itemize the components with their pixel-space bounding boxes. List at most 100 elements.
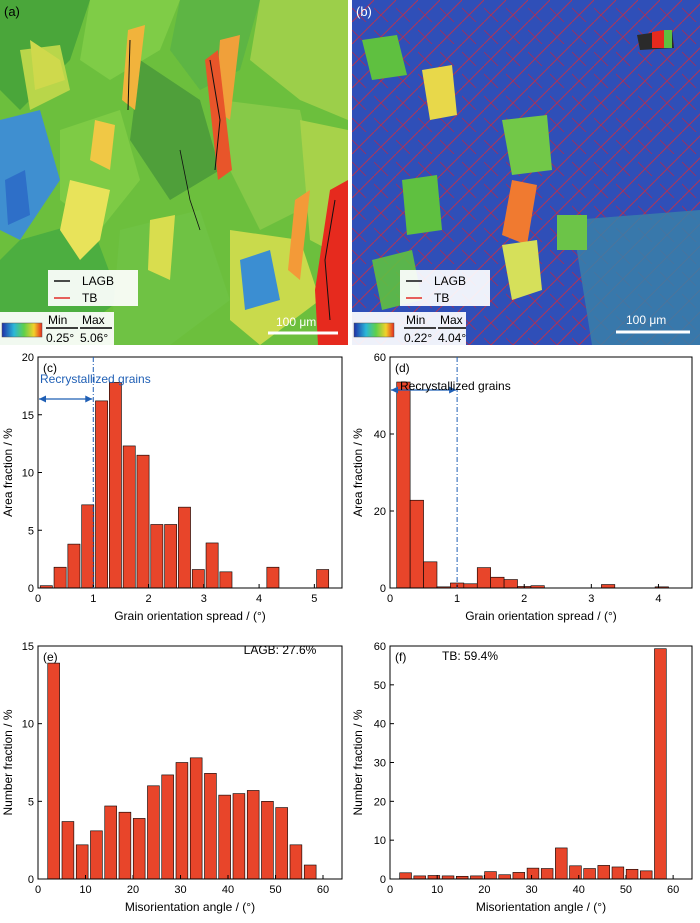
xtick-label-e-4: 40 (222, 884, 234, 896)
bar-e-1 (61, 821, 75, 880)
xtick-label-c-5: 5 (311, 593, 317, 605)
legend-tb-label-a: TB (82, 291, 97, 305)
bar-d-2 (423, 561, 438, 589)
ytick-label-c-2: 10 (22, 468, 34, 480)
bar-f-13 (583, 868, 596, 880)
panel-label-d: (d) (395, 361, 410, 375)
ytick-label-d-2: 40 (374, 429, 386, 441)
xtick-label-c-3: 3 (201, 593, 207, 605)
threshold-arrowhead-left-d (391, 386, 398, 394)
bar-f-15 (611, 866, 625, 880)
legend-lagb-label-a: LAGB (82, 274, 114, 288)
bar-f-18 (654, 648, 667, 880)
bar-d-5 (463, 583, 478, 589)
plot-frame-d (389, 356, 693, 589)
bar-e-8 (161, 774, 174, 880)
xaxis-label-c: Grain orientation spread / (°) (114, 609, 266, 623)
bar-f-11 (555, 847, 568, 880)
legend-box-a (48, 270, 138, 306)
xtick-label-f-6: 60 (667, 884, 679, 896)
xtick-label-d-1: 1 (454, 593, 460, 605)
xtick-label-f-1: 10 (431, 884, 443, 896)
legend-max-label-a: Max (82, 313, 105, 327)
scale-bar-label-b: 100 μm (626, 313, 666, 327)
ytick-label-f-0: 0 (380, 874, 386, 886)
bar-e-17 (289, 844, 303, 880)
ytick-label-f-2: 20 (374, 796, 386, 808)
bar-f-17 (640, 870, 653, 880)
annotation-text-d: Recrystallized grains (400, 379, 511, 393)
annotation-text-f: TB: 59.4% (442, 649, 498, 663)
xtick-label-f-2: 20 (478, 884, 490, 896)
legend-box-b (400, 270, 490, 306)
legend-max-value-b: 4.04° (438, 331, 466, 345)
ytick-label-d-0: 0 (380, 583, 386, 595)
gos-map-b: LAGB TB Min 0.22° Max 4.04° 100 μm (b) (352, 0, 700, 345)
yaxis-label-d: Area fraction / % (351, 428, 365, 517)
bar-c-4 (95, 400, 108, 589)
ytick-label-f-3: 30 (374, 758, 386, 770)
bar-e-18 (303, 864, 317, 880)
bar-f-14 (597, 865, 610, 880)
panel-label-f: (f) (395, 650, 406, 664)
chart-d: 0 1 2 3 4 0 20 40 60 Grain orientation spread / (… (350, 345, 700, 628)
chart-f-svg: 0 10 20 30 40 50 60 0 10 20 30 40 50 60 Misorientation… (351, 641, 693, 914)
legend-lagb-label-b: LAGB (434, 274, 466, 288)
bar-e-11 (204, 773, 217, 880)
xtick-label-d-3: 3 (588, 593, 594, 605)
plot-frame-f (389, 645, 693, 880)
bar-d-7 (490, 576, 505, 589)
xtick-label-f-0: 0 (387, 884, 393, 896)
xtick-label-f-5: 50 (620, 884, 632, 896)
yaxis-label-c: Area fraction / % (1, 428, 15, 517)
chart-e: 0 10 20 30 40 50 60 0 5 10 15 Misorientation angle … (0, 630, 350, 918)
ytick-label-f-5: 50 (374, 680, 386, 692)
panel-label-a: (a) (4, 4, 20, 19)
bar-c-3 (81, 504, 95, 589)
bar-e-10 (189, 757, 203, 880)
ytick-label-e-0: 0 (28, 874, 34, 886)
scale-bar-label-a: 100 μm (276, 315, 316, 329)
bar-f-16 (625, 868, 639, 880)
threshold-arrowhead-right-c (85, 395, 93, 403)
bar-c-7 (136, 454, 150, 589)
bar-e-9 (175, 762, 189, 880)
bar-c-5 (109, 382, 122, 589)
color-scale-bar-b (353, 322, 395, 338)
threshold-arrowhead-left-c (39, 395, 46, 403)
bar-d-6 (476, 567, 491, 589)
color-scale-bar-a (1, 322, 43, 338)
xtick-label-d-2: 2 (521, 593, 527, 605)
bar-c-9 (164, 524, 178, 589)
threshold-arrowhead-right-d (449, 386, 457, 394)
ytick-label-e-3: 15 (22, 641, 34, 653)
chart-c: 0 1 2 3 4 5 0 5 10 15 20 Grain orientation spread /… (0, 345, 350, 628)
ytick-label-c-4: 20 (22, 352, 34, 364)
bar-f-0 (399, 872, 412, 880)
bar-f-7 (498, 874, 511, 880)
legend-min-value-b: 0.22° (404, 331, 432, 345)
xtick-label-d-0: 0 (387, 593, 393, 605)
xaxis-label-f: Misorientation angle / (°) (476, 900, 606, 914)
annotation-text-c: Recrystallized grains (40, 372, 151, 386)
plot-frame-e (37, 645, 343, 880)
bar-e-15 (261, 801, 274, 880)
chart-f: 0 10 20 30 40 50 60 0 10 20 30 40 50 60 Misorientation… (350, 630, 700, 918)
ytick-label-c-1: 5 (28, 525, 34, 537)
xtick-label-d-4: 4 (655, 593, 661, 605)
panel-label-e: (e) (43, 650, 58, 664)
xaxis-label-e: Misorientation angle / (°) (125, 900, 255, 914)
bar-e-14 (246, 790, 260, 880)
xtick-label-c-1: 1 (90, 593, 96, 605)
ytick-label-d-1: 20 (374, 506, 386, 518)
bar-f-10 (540, 868, 554, 880)
bar-c-8 (150, 524, 164, 589)
ytick-label-c-3: 15 (22, 410, 34, 422)
bar-c-11 (191, 569, 205, 589)
yaxis-label-e: Number fraction / % (1, 709, 15, 815)
bar-e-3 (90, 830, 103, 880)
bar-e-2 (75, 844, 89, 880)
bar-f-8 (512, 872, 526, 880)
bar-c-12 (205, 542, 219, 589)
